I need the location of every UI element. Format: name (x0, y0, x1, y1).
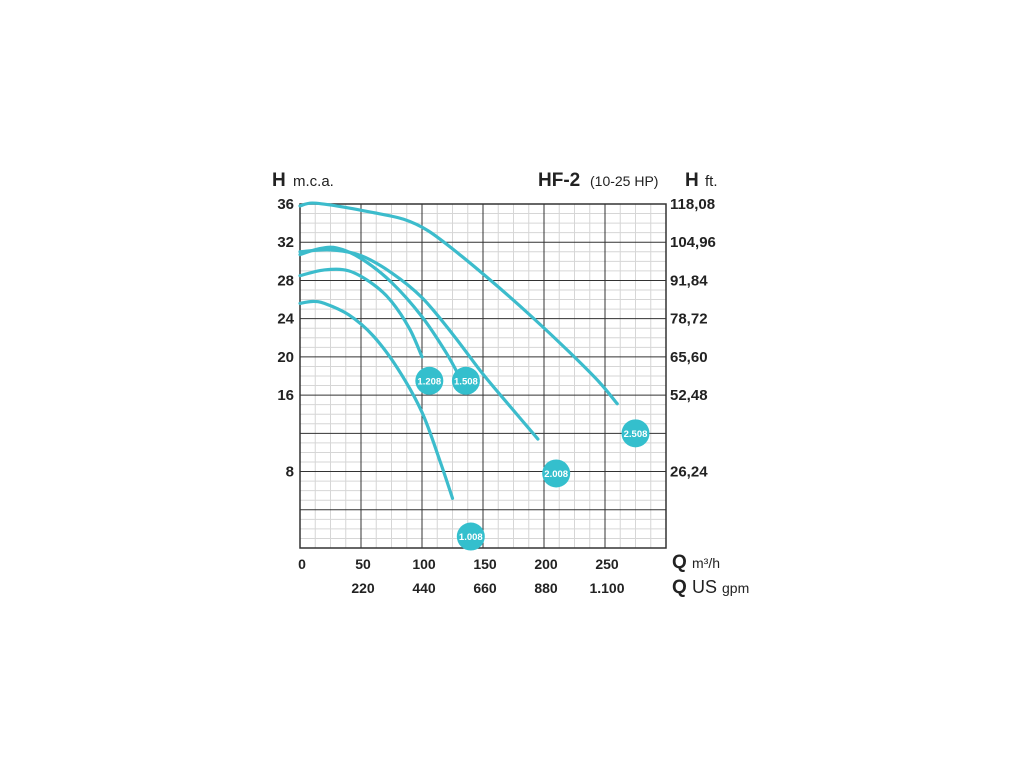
x2-tick-label: 880 (534, 580, 558, 596)
curve-badge-1-508 (451, 366, 480, 395)
left-axis-unit: m.c.a. (293, 173, 334, 190)
tick-labels: 36 32 28 24 20 16 8 118,08 104,96 91,84 78,72 65,60… (277, 196, 716, 596)
x2-tick-label: 220 (351, 580, 375, 596)
curve-1-208 (298, 267, 424, 359)
y2-tick-label: 78,72 (670, 311, 708, 328)
x-axis-unit: m³/h (692, 555, 720, 571)
plot-frame (299, 203, 667, 549)
curve-badge-2-008 (542, 459, 571, 488)
x-tick-label: 0 (298, 556, 306, 572)
curve-badge-label: 2.008 (544, 469, 568, 480)
curves (298, 201, 619, 500)
x-tick-label: 100 (412, 556, 436, 572)
curve-badge-2-508 (621, 419, 650, 448)
x-tick-label: 50 (355, 556, 371, 572)
y-tick-label: 24 (277, 311, 294, 328)
curve-badge-label: 1.508 (454, 376, 478, 387)
curve-1-008 (298, 299, 455, 500)
y-tick-label: 28 (277, 272, 294, 289)
y2-tick-label: 65,60 (670, 349, 708, 366)
x2-axis-unit-lower: gpm (722, 580, 749, 596)
right-axis-symbol: H (685, 170, 699, 191)
x2-axis-symbol: Q (672, 577, 687, 598)
y-tick-label: 20 (277, 349, 294, 366)
curve-badge-1-208 (415, 366, 444, 395)
y2-tick-label: 118,08 (670, 196, 715, 213)
x-axis-symbol: Q (672, 552, 687, 573)
curve-badge-label: 1.208 (417, 376, 441, 387)
chart-subtitle: (10-25 HP) (590, 173, 658, 189)
y-tick-label: 16 (277, 387, 294, 404)
left-axis-symbol: H (272, 170, 286, 191)
curve-badge-1-008 (456, 522, 485, 551)
curve-badges: 1.008 1.208 1.508 2.008 2.508 (415, 366, 650, 551)
x2-axis-unit-upper: US (692, 577, 717, 597)
x2-tick-label: 1.100 (589, 580, 624, 596)
y-tick-label: 32 (277, 234, 294, 251)
y-tick-label: 8 (286, 464, 294, 481)
y2-tick-label: 26,24 (670, 464, 708, 481)
chart-title: HF-2 (538, 170, 580, 191)
x2-tick-label: 440 (412, 580, 436, 596)
x-tick-label: 200 (534, 556, 558, 572)
right-axis-unit: ft. (705, 173, 718, 190)
curve-badge-label: 1.008 (459, 532, 483, 543)
curve-badge-label: 2.508 (624, 429, 648, 440)
y2-tick-label: 104,96 (670, 234, 716, 251)
curve-2-508 (298, 201, 619, 406)
x-tick-label: 150 (473, 556, 497, 572)
x2-tick-label: 660 (473, 580, 497, 596)
y2-tick-label: 52,48 (670, 387, 708, 404)
curve-2-008 (298, 248, 540, 441)
y-tick-label: 36 (277, 196, 294, 213)
x-tick-label: 250 (595, 556, 619, 572)
grid (299, 203, 667, 549)
y2-tick-label: 91,84 (670, 272, 708, 289)
